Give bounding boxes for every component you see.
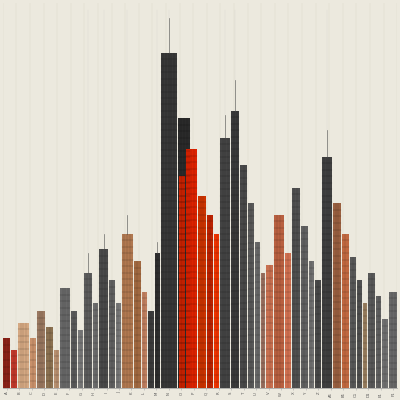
Bar	[363, 304, 367, 388]
Bar	[322, 157, 332, 388]
Bar	[284, 253, 290, 388]
Bar	[301, 226, 308, 388]
Bar	[110, 280, 116, 388]
Bar	[99, 250, 108, 388]
Bar	[240, 165, 247, 388]
Bar	[178, 118, 190, 388]
Bar	[274, 215, 284, 388]
Bar	[309, 261, 314, 388]
Bar	[333, 203, 341, 388]
Bar	[11, 350, 17, 388]
Bar	[261, 273, 266, 388]
Bar	[116, 304, 120, 388]
Bar	[30, 338, 36, 388]
Bar	[315, 280, 321, 388]
Bar	[198, 196, 206, 388]
Bar	[357, 280, 362, 388]
Bar	[37, 311, 45, 388]
Bar	[71, 311, 77, 388]
Bar	[84, 273, 92, 388]
Bar	[368, 273, 375, 388]
Bar	[389, 292, 397, 388]
Bar	[342, 234, 349, 388]
Bar	[161, 53, 177, 388]
Bar	[54, 350, 59, 388]
Bar	[155, 253, 160, 388]
Bar	[248, 203, 254, 388]
Bar	[78, 330, 83, 388]
Bar	[231, 111, 239, 388]
Bar	[220, 138, 230, 388]
Bar	[142, 292, 147, 388]
Bar	[179, 176, 185, 388]
Bar	[93, 304, 98, 388]
Bar	[266, 265, 274, 388]
Bar	[148, 311, 154, 388]
Bar	[46, 326, 53, 388]
Bar	[18, 323, 29, 388]
Bar	[60, 288, 70, 388]
Bar	[382, 319, 388, 388]
Bar	[292, 188, 300, 388]
Bar	[214, 234, 219, 388]
Bar	[376, 296, 381, 388]
Bar	[186, 149, 197, 388]
Bar	[255, 242, 260, 388]
Bar	[350, 257, 356, 388]
Bar	[134, 261, 141, 388]
Bar	[122, 234, 132, 388]
Bar	[3, 338, 10, 388]
Bar	[207, 215, 213, 388]
